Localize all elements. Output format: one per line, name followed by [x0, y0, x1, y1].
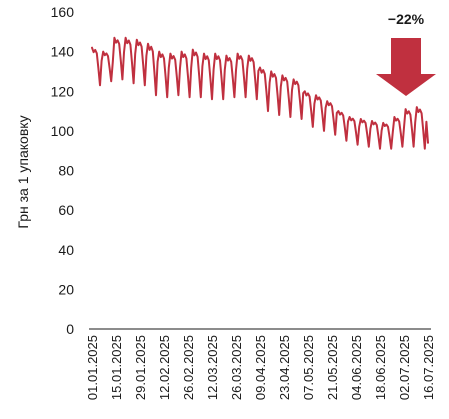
x-tick-label: 29.01.2025	[133, 335, 148, 400]
y-tick-label: 120	[51, 83, 75, 99]
x-tick-label: 01.01.2025	[85, 335, 100, 400]
y-axis-ticks: 0 20 40 60 80 100 120 140 160	[51, 4, 75, 337]
change-annotation: −22%	[388, 11, 425, 27]
x-tick-label: 15.01.2025	[109, 335, 124, 400]
x-tick-label: 18.06.2025	[373, 335, 388, 400]
x-tick-label: 04.06.2025	[349, 335, 364, 400]
y-tick-label: 100	[51, 123, 75, 139]
y-tick-label: 0	[66, 321, 74, 337]
y-tick-label: 140	[51, 44, 75, 60]
x-tick-label: 12.02.2025	[157, 335, 172, 400]
y-tick-label: 40	[58, 242, 74, 258]
y-tick-label: 160	[51, 4, 75, 20]
x-tick-label: 02.07.2025	[397, 335, 412, 400]
x-tick-label: 07.05.2025	[301, 335, 316, 400]
x-axis-ticks: 01.01.2025 15.01.2025 29.01.2025 12.02.2025…	[85, 335, 436, 400]
y-axis-label: Грн за 1 упаковку	[15, 115, 31, 228]
x-tick-label: 12.03.2025	[205, 335, 220, 400]
x-tick-label: 26.02.2025	[181, 335, 196, 400]
x-tick-label: 09.04.2025	[253, 335, 268, 400]
y-tick-label: 80	[58, 163, 74, 179]
x-tick-label: 16.07.2025	[421, 335, 436, 400]
x-tick-label: 26.03.2025	[229, 335, 244, 400]
price-series-line	[91, 36, 429, 150]
x-tick-label: 23.04.2025	[277, 335, 292, 400]
down-arrow-icon	[376, 38, 436, 96]
y-tick-label: 20	[58, 281, 74, 297]
x-tick-label: 21.05.2025	[325, 335, 340, 400]
y-tick-label: 60	[58, 202, 74, 218]
